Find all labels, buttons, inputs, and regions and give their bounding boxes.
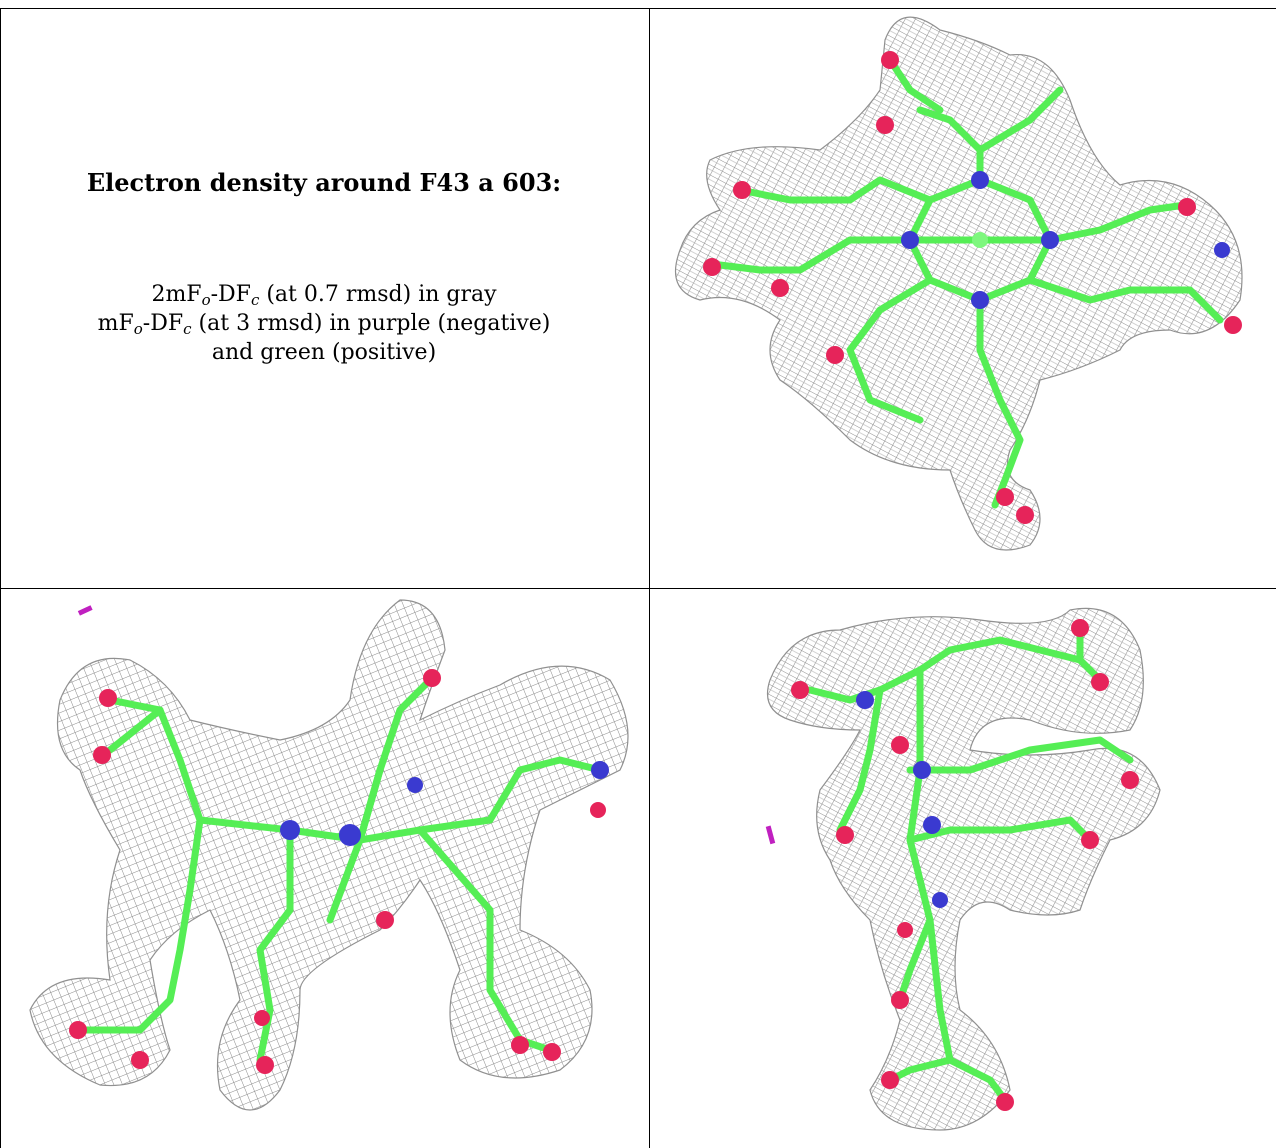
bottom-right-view	[650, 590, 1276, 1148]
top-right-view	[650, 0, 1276, 588]
molecule-density-icon	[674, 16, 1243, 551]
caption-cell: Electron density around F43 a 603: 2mFo-…	[0, 0, 648, 588]
molecule-density-icon	[29, 599, 629, 1111]
molecule-density-icon	[765, 607, 1161, 1131]
table-left-border	[0, 8, 1, 1148]
legend-line-green: and green (positive)	[211, 340, 437, 365]
table-middle-divider	[649, 8, 650, 1148]
figure-title: Electron density around F43 a 603:	[86, 168, 562, 197]
figure-legend: 2mFo-DFc (at 0.7 rmsd) in gray mFo-DFc (…	[0, 280, 648, 367]
table-row-divider	[0, 588, 1276, 589]
legend-line-2fo: 2mFo-DFc (at 0.7 rmsd) in gray	[151, 282, 497, 309]
bottom-left-view	[0, 590, 648, 1148]
table-top-border	[0, 8, 1276, 9]
legend-line-fo: mFo-DFc (at 3 rmsd) in purple (negative)	[97, 311, 551, 338]
